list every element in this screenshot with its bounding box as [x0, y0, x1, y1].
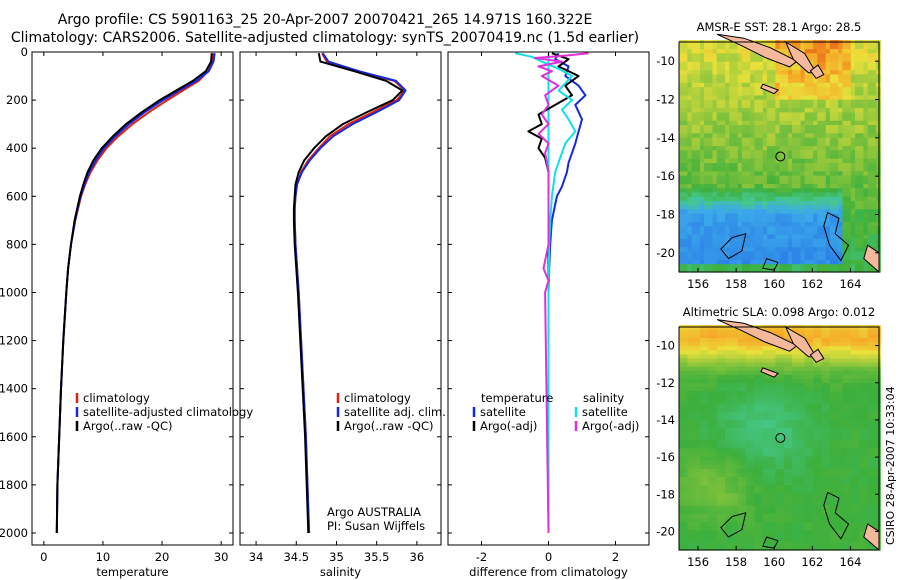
x-tick-label-salinity-3: 35.5 — [364, 550, 390, 564]
map-contour-1-1 — [823, 491, 850, 540]
argo-position-marker-1 — [775, 432, 786, 443]
map-island-1-2 — [809, 348, 825, 363]
side-label: CSIRO 28-Apr-2007 10:33:04 — [884, 386, 897, 545]
series-line-difference-3 — [534, 52, 589, 534]
x-tick-label-salinity-4: 36 — [410, 550, 425, 564]
map-field-0 — [679, 40, 881, 273]
map-x-tick-label-0-2: 160 — [763, 277, 785, 291]
map-island-0-3 — [760, 83, 779, 95]
legend-diff-salinity-heading: salinity — [583, 391, 624, 405]
y-tick-label-1: 200 — [6, 93, 28, 107]
plot-frame-temperature — [31, 51, 234, 546]
x-tick-label-salinity-1: 34.5 — [283, 550, 309, 564]
map-contour-0-1 — [823, 211, 850, 262]
map-frame-0 — [678, 41, 880, 273]
x-tick-label-temperature-3: 30 — [214, 550, 229, 564]
legend-diff-temp-satellite: satellite — [480, 405, 526, 419]
map-x-tick-label-0-1: 158 — [725, 277, 747, 291]
map-y-tick-label-1-0: -10 — [656, 339, 675, 353]
map-frame-1 — [678, 326, 880, 551]
x-tick-label-temperature-1: 10 — [96, 550, 111, 564]
legend-sal-argo: Argo(..raw -QC) — [344, 419, 434, 433]
map-y-tick-label-0-2: -14 — [656, 131, 675, 145]
y-tick-label-4: 800 — [6, 237, 28, 251]
map-island-1-3 — [760, 367, 779, 378]
map-x-tick-label-1-1: 158 — [725, 555, 747, 569]
series-line-temperature-2 — [55, 53, 213, 534]
x-axis-label-temperature: temperature — [96, 565, 168, 579]
map-y-tick-label-0-1: -12 — [656, 93, 675, 107]
map-x-tick-label-1-0: 156 — [687, 555, 709, 569]
series-line-difference-2 — [514, 52, 577, 533]
map-field-1 — [679, 325, 881, 551]
legend-diff-sal-satellite: satellite — [582, 405, 628, 419]
map-y-tick-label-0-0: -10 — [656, 54, 675, 68]
x-tick-label-salinity-0: 34 — [249, 550, 264, 564]
x-axis-label-salinity: salinity — [320, 565, 361, 579]
legend-diff-temperature-heading: temperature — [481, 391, 553, 405]
y-tick-label-0: 0 — [21, 45, 28, 59]
y-tick-label-5: 1000 — [0, 285, 28, 299]
map-x-tick-label-1-2: 160 — [763, 555, 785, 569]
y-tick-label-8: 1600 — [0, 430, 28, 444]
x-tick-label-temperature-0: 0 — [40, 550, 47, 564]
y-tick-label-3: 600 — [6, 189, 28, 203]
map-x-tick-label-1-3: 162 — [801, 555, 823, 569]
map-x-tick-label-1-4: 164 — [839, 555, 861, 569]
x-tick-label-difference-0: -2 — [476, 550, 487, 564]
legend-temp-argo: Argo(..raw -QC) — [83, 419, 173, 433]
y-tick-label-10: 2000 — [0, 526, 28, 540]
x-axis-label-difference: difference from climatology — [469, 565, 628, 579]
x-tick-label-temperature-2: 20 — [155, 550, 170, 564]
map-x-tick-label-0-4: 164 — [839, 277, 861, 291]
map-y-tick-label-0-5: -20 — [656, 246, 675, 260]
map-y-tick-label-1-4: -18 — [656, 487, 675, 501]
y-tick-label-7: 1400 — [0, 382, 28, 396]
legend-diff-temp-argo: Argo(-adj) — [480, 419, 537, 433]
argo-position-marker-0 — [775, 151, 786, 162]
y-tick-label-6: 1200 — [0, 334, 28, 348]
legend-sal-climatology: climatology — [344, 391, 411, 405]
map-contour-1-0 — [720, 512, 747, 538]
figure-title-line2: Climatology: CARS2006. Satellite-adjuste… — [10, 30, 640, 46]
sla-map-title: Altimetric SLA: 0.098 Argo: 0.012 — [682, 305, 876, 319]
legend-temp-satellite: satellite-adjusted climatology — [83, 405, 253, 419]
x-tick-label-salinity-2: 35 — [329, 550, 344, 564]
map-y-tick-label-0-4: -18 — [656, 208, 675, 222]
map-contour-0-0 — [720, 232, 747, 260]
map-island-0-2 — [809, 64, 825, 80]
x-tick-label-difference-1: 0 — [545, 550, 552, 564]
map-y-tick-label-1-5: -20 — [656, 524, 675, 538]
map-y-tick-label-1-2: -14 — [656, 413, 675, 427]
figure-title-line1: Argo profile: CS 5901163_25 20-Apr-2007 … — [57, 12, 593, 28]
x-tick-label-difference-2: 2 — [612, 550, 619, 564]
annotation-argo-australia: Argo AUSTRALIA — [327, 505, 421, 519]
legend-diff-sal-argo: Argo(-adj) — [582, 419, 639, 433]
sst-map-title: AMSR-E SST: 28.1 Argo: 28.5 — [696, 20, 862, 34]
y-tick-label-2: 400 — [6, 141, 28, 155]
map-x-tick-label-0-0: 156 — [687, 277, 709, 291]
legend-sal-satellite: satellite adj. clim. — [344, 405, 446, 419]
map-y-tick-label-1-3: -16 — [656, 450, 675, 464]
plot-frame-salinity — [239, 51, 442, 546]
annotation-pi-name: PI: Susan Wijffels — [327, 519, 425, 533]
y-tick-label-9: 1800 — [0, 478, 28, 492]
series-line-salinity-2 — [292, 53, 404, 534]
map-y-tick-label-1-1: -12 — [656, 376, 675, 390]
map-y-tick-label-0-3: -16 — [656, 169, 675, 183]
legend-temp-climatology: climatology — [83, 391, 150, 405]
map-x-tick-label-0-3: 162 — [801, 277, 823, 291]
